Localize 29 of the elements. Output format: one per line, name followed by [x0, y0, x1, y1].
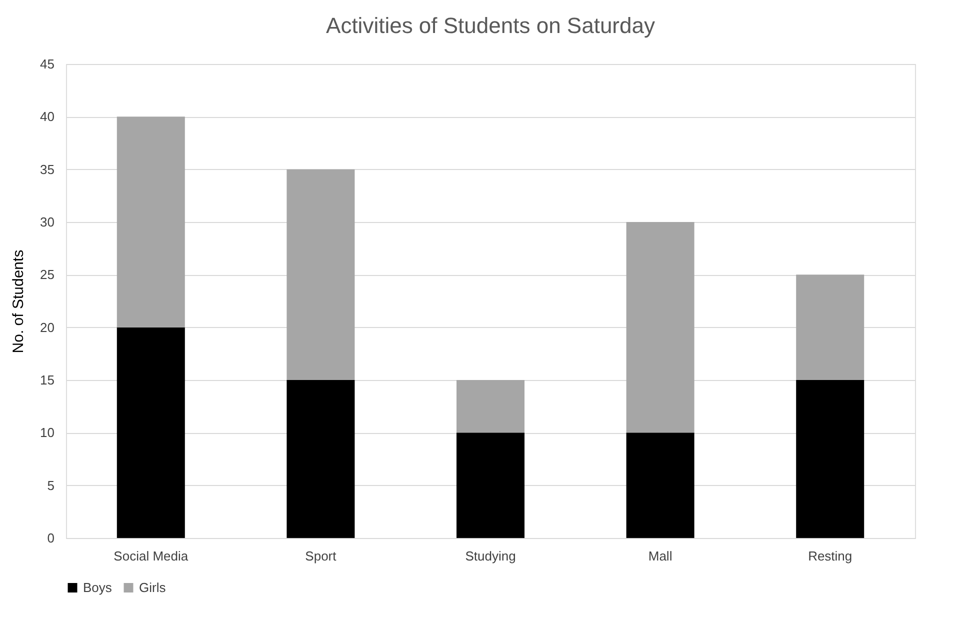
y-tick-label: 0: [47, 530, 54, 546]
x-tick-label: Social Media: [114, 548, 189, 564]
y-tick-label: 20: [40, 320, 54, 335]
bar: [626, 222, 694, 433]
chart-title: Activities of Students on Saturday: [326, 13, 655, 38]
x-tick-label: Sport: [305, 548, 337, 564]
x-tick-label: Resting: [808, 548, 852, 564]
bar: [796, 274, 864, 380]
y-tick-label: 45: [40, 56, 54, 72]
bar: [456, 380, 524, 433]
bar: [116, 327, 185, 538]
y-tick-label: 10: [40, 425, 54, 440]
x-tick-label: Mall: [648, 548, 672, 564]
y-tick-label: 15: [40, 372, 54, 388]
y-tick-label: 30: [40, 214, 54, 230]
bar: [626, 432, 694, 538]
x-tick-label: Studying: [465, 548, 516, 564]
y-tick-label: 5: [47, 478, 54, 493]
y-tick-label: 40: [40, 109, 54, 124]
y-tick-label: 35: [40, 162, 54, 177]
bar: [116, 116, 185, 328]
bar: [456, 432, 524, 538]
bar: [286, 169, 355, 380]
y-tick-label: 25: [40, 267, 54, 282]
legend-label: Boys: [83, 580, 112, 595]
y-axis-title: No. of Students: [10, 250, 28, 354]
legend-label: Girls: [139, 580, 166, 595]
bar: [796, 380, 864, 538]
bar: [286, 380, 355, 538]
